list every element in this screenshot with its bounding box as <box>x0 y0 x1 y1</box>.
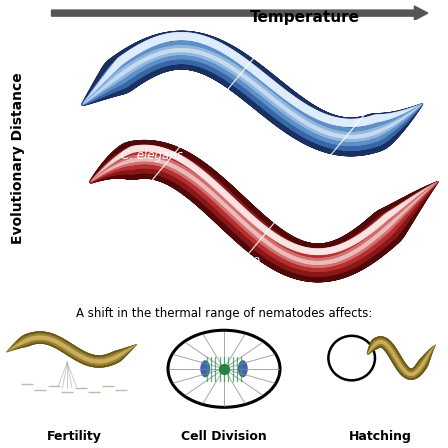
FancyArrow shape <box>52 6 428 20</box>
Text: Evolutionary Distance: Evolutionary Distance <box>11 72 25 244</box>
Text: Temperature: Temperature <box>250 9 360 25</box>
Text: Hatching: Hatching <box>349 430 412 443</box>
Text: A shift in the thermal range of nematodes affects:: A shift in the thermal range of nematode… <box>76 306 372 319</box>
Ellipse shape <box>200 360 210 377</box>
Text: C. briggsae: C. briggsae <box>194 254 260 267</box>
Text: C. elegans: C. elegans <box>121 149 182 162</box>
Text: Cell Division: Cell Division <box>181 430 267 443</box>
Text: Fertility: Fertility <box>47 430 101 443</box>
Ellipse shape <box>238 360 248 377</box>
